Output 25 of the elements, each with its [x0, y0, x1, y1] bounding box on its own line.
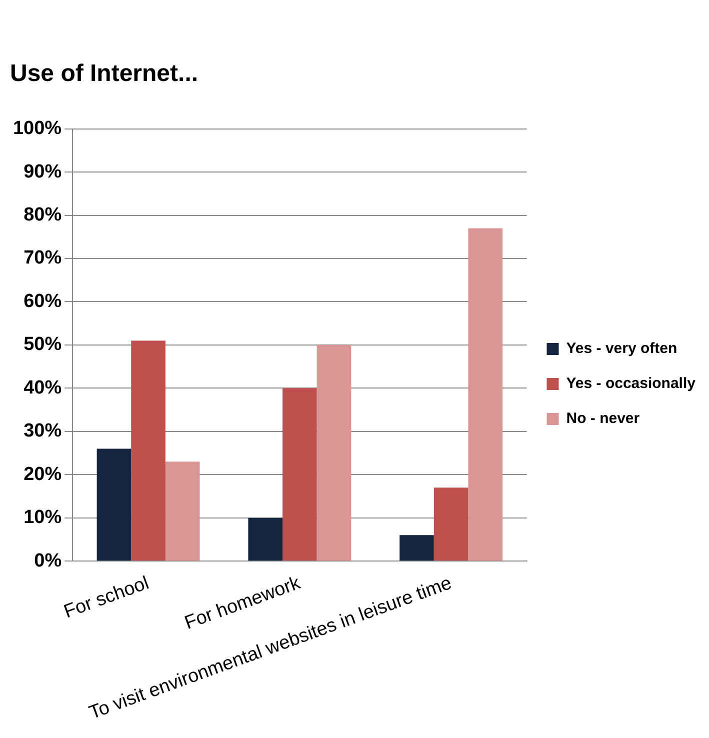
bar: [316, 344, 352, 561]
y-tick-label: 30%: [24, 420, 62, 442]
bar: [282, 388, 317, 561]
bar: [248, 518, 283, 561]
y-tick-label: 80%: [24, 204, 62, 226]
y-tick-label: 40%: [24, 377, 62, 398]
bar: [96, 448, 132, 561]
bar: [468, 228, 503, 561]
y-tick-label: 50%: [24, 334, 62, 356]
bar: [434, 488, 468, 561]
chart-title: Use of Internet...: [10, 60, 198, 88]
y-tick-label: 60%: [24, 290, 62, 312]
y-tick-label: 20%: [24, 464, 62, 485]
bar: [165, 462, 200, 561]
y-tick-label: 0%: [34, 550, 62, 572]
y-tick-label: 70%: [24, 248, 62, 269]
legend-label: Yes - occasionally: [566, 375, 696, 392]
legend-label: No - never: [566, 410, 640, 428]
bar: [400, 535, 434, 561]
bar: [131, 340, 166, 561]
x-tick-label: For school: [61, 572, 152, 623]
y-tick-label: 100%: [12, 118, 62, 140]
legend-label: Yes - very often: [566, 340, 678, 358]
y-tick-label: 90%: [24, 161, 62, 182]
y-tick-label: 10%: [24, 507, 62, 528]
